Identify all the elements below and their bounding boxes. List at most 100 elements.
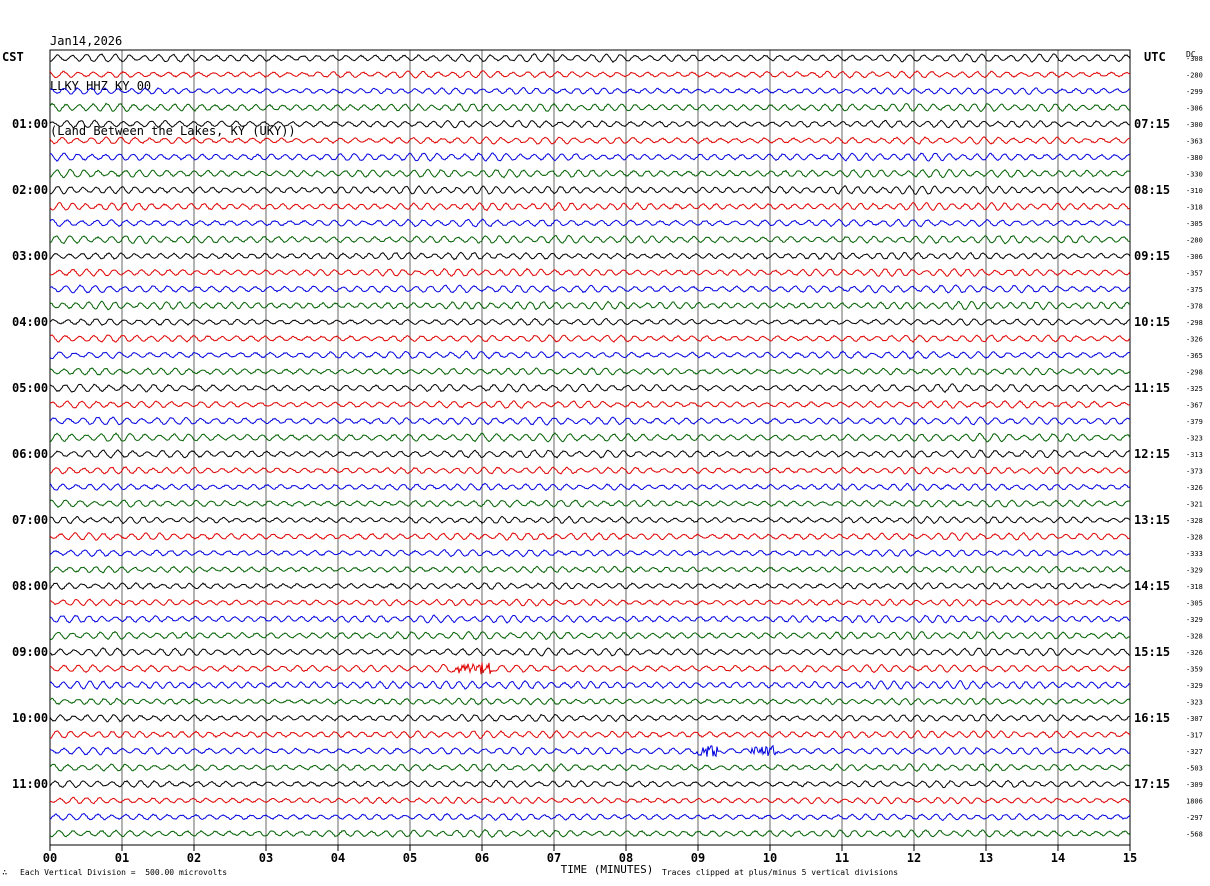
trace-line — [49, 449, 1131, 459]
x-tick-label: 13 — [979, 851, 993, 865]
trace-line — [49, 779, 1131, 789]
dc-offset-label: -306 — [1186, 253, 1203, 261]
dc-offset-label: -328 — [1186, 633, 1203, 641]
right-hour-label: 10:15 — [1134, 315, 1170, 329]
right-hour-label: 12:15 — [1134, 447, 1170, 461]
date-label: Jan14,2026 — [50, 34, 123, 48]
dc-offset-label: -317 — [1186, 732, 1203, 740]
footer-mark: ∴ — [2, 868, 8, 878]
x-tick-label: 04 — [331, 851, 345, 865]
left-hour-label: 10:00 — [12, 711, 48, 725]
dc-offset-label: -329 — [1186, 567, 1203, 575]
dc-offset-label: -363 — [1186, 138, 1203, 146]
dc-offset-label: -300 — [1186, 121, 1203, 129]
dc-offset-label: -568 — [1186, 831, 1203, 839]
trace-line — [49, 598, 1131, 607]
right-hour-label: 15:15 — [1134, 645, 1170, 659]
trace-line — [49, 70, 1131, 79]
trace-line — [50, 647, 1131, 657]
x-tick-label: 15 — [1123, 851, 1137, 865]
trace-line — [49, 53, 1131, 63]
right-axis-title: UTC — [1144, 50, 1166, 64]
right-hour-label: 09:15 — [1134, 249, 1170, 263]
left-hour-label: 03:00 — [12, 249, 48, 263]
dc-offset-label: -333 — [1186, 550, 1203, 558]
dc-offset-label: -326 — [1186, 336, 1203, 344]
x-tick-label: 07 — [547, 851, 561, 865]
dc-offset-label: -318 — [1186, 204, 1203, 212]
trace-line — [49, 763, 1131, 772]
right-hour-label: 16:15 — [1134, 711, 1170, 725]
dc-offset-label: -323 — [1186, 435, 1203, 443]
trace-line — [49, 482, 1131, 492]
right-hour-label: 14:15 — [1134, 579, 1170, 593]
dc-offset-label: -365 — [1186, 352, 1203, 360]
trace-line — [49, 284, 1131, 294]
dc-offset-label: -310 — [1186, 187, 1203, 195]
trace-line — [49, 416, 1131, 426]
dc-offset-label: 1806 — [1186, 798, 1203, 806]
left-hour-label: 02:00 — [12, 183, 48, 197]
dc-offset-label: -280 — [1186, 72, 1203, 80]
dc-offset-label: -306 — [1186, 105, 1203, 113]
dc-offset-label: -329 — [1186, 616, 1203, 624]
dc-offset-label: -329 — [1186, 682, 1203, 690]
plot-frame — [49, 49, 1131, 846]
trace-layer — [49, 53, 1131, 838]
trace-line — [49, 400, 1131, 409]
x-tick-label: 06 — [475, 851, 489, 865]
dc-offset-label: -299 — [1186, 88, 1203, 96]
trace-line — [50, 152, 1131, 162]
trace-line — [49, 582, 1131, 591]
x-tick-label: 03 — [259, 851, 273, 865]
dc-header: DC — [1186, 50, 1196, 59]
dc-offset-label: -325 — [1186, 385, 1203, 393]
trace-line — [49, 218, 1131, 228]
dc-offset-label: -297 — [1186, 814, 1203, 822]
x-tick-label: 05 — [403, 851, 417, 865]
x-tick-label: 10 — [763, 851, 777, 865]
trace-line — [49, 234, 1131, 245]
trace-line — [49, 201, 1131, 212]
trace-line — [49, 680, 1131, 690]
trace-line — [49, 317, 1131, 326]
dc-offset-label: -357 — [1186, 270, 1203, 278]
left-axis-title: CST — [2, 50, 24, 64]
trace-line — [49, 614, 1131, 624]
label-layer: 00 01 02 03 04 05 06 07 08 09 10 11 12 13 14 15 TIME (MI… — [12, 50, 1203, 876]
trace-line — [49, 350, 1131, 360]
trace-line — [49, 828, 1131, 838]
dc-offset-label: -309 — [1186, 781, 1203, 789]
trace-line — [49, 136, 1131, 145]
trace-line — [49, 515, 1131, 525]
dc-offset-label: -321 — [1186, 501, 1203, 509]
trace-line — [49, 334, 1131, 343]
dc-offset-label: -328 — [1186, 517, 1203, 525]
clip-note: Traces clipped at plus/minus 5 vertical … — [662, 868, 899, 877]
dc-offset-label: -378 — [1186, 303, 1203, 311]
dc-offset-label: -305 — [1186, 600, 1203, 608]
trace-line — [49, 812, 1131, 821]
trace-line — [49, 86, 1131, 95]
dc-offset-label: -305 — [1186, 220, 1203, 228]
trace-line — [49, 713, 1131, 723]
location-label: (Land Between the Lakes, KY (UKY)) — [50, 124, 296, 138]
dc-offset-label: -307 — [1186, 715, 1203, 723]
trace-line — [49, 630, 1131, 641]
dc-offset-label: -367 — [1186, 402, 1203, 410]
left-hour-label: 09:00 — [12, 645, 48, 659]
x-tick-label: 09 — [691, 851, 705, 865]
right-hour-label: 13:15 — [1134, 513, 1170, 527]
trace-line — [49, 432, 1131, 443]
dc-offset-label: -328 — [1186, 534, 1203, 542]
trace-line — [49, 102, 1131, 113]
x-tick-label: 14 — [1051, 851, 1065, 865]
grid-layer — [49, 49, 1131, 851]
x-tick-label: 11 — [835, 851, 849, 865]
dc-offset-label: -503 — [1186, 765, 1203, 773]
dc-offset-label: -379 — [1186, 418, 1203, 426]
dc-offset-label: -375 — [1186, 286, 1203, 294]
trace-line — [49, 466, 1131, 475]
left-hour-label: 04:00 — [12, 315, 48, 329]
